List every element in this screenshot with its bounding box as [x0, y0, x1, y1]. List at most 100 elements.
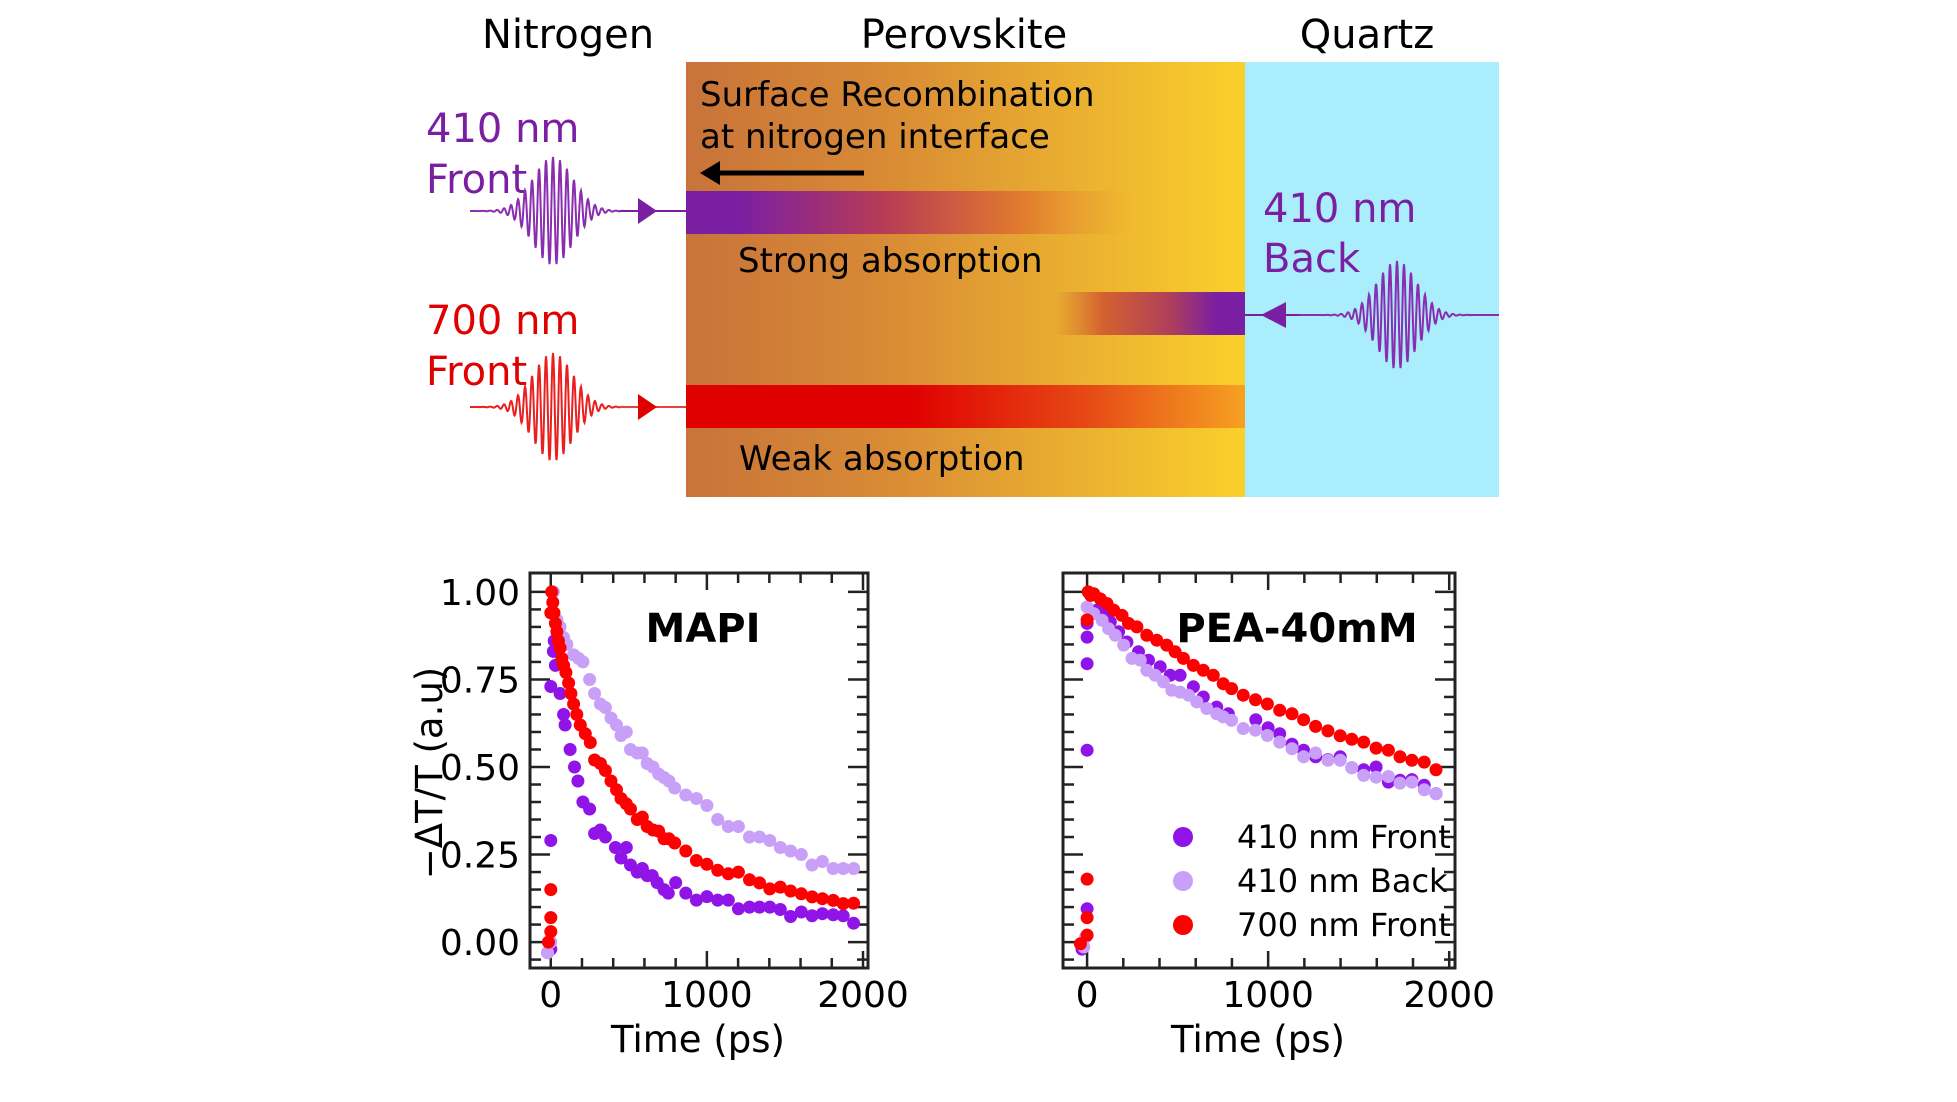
- data-point: [1249, 693, 1262, 707]
- data-point: [562, 676, 576, 690]
- data-point: [588, 687, 602, 700]
- data-point: [1405, 775, 1419, 789]
- x-tick-label: 1000: [1222, 975, 1314, 1016]
- data-point: [836, 862, 850, 875]
- data-point: [598, 830, 612, 844]
- back-410-label-line1: 410 nm: [1263, 186, 1416, 232]
- weak-absorption-label: Weak absorption: [739, 439, 1025, 479]
- data-point: [1225, 713, 1239, 727]
- y-tick-label: 1.00: [440, 573, 520, 614]
- data-point: [784, 884, 798, 898]
- data-point: [1157, 675, 1170, 689]
- arrow-right-icon: [638, 198, 657, 224]
- data-point: [1357, 735, 1371, 749]
- data-point: [1173, 668, 1187, 682]
- legend-marker: [1173, 915, 1193, 935]
- data-point: [711, 863, 725, 877]
- data-point: [568, 760, 581, 774]
- pulse-back-410: [1245, 260, 1499, 369]
- front-700-label-line1: 700 nm: [426, 298, 579, 344]
- data-point: [544, 883, 558, 897]
- front-410-absorption-bar: [686, 191, 1131, 234]
- data-point: [763, 900, 777, 914]
- region-label-quartz: Quartz: [1300, 12, 1434, 58]
- data-point: [1080, 630, 1094, 644]
- data-point: [1080, 743, 1094, 757]
- data-point: [546, 595, 560, 609]
- chart-pea-40mm: Time (ps) 0 1000 2000 PEA-40mM 410 nm Front…: [1061, 571, 1495, 1061]
- strong-absorption-label: Strong absorption: [738, 241, 1043, 281]
- data-point: [1369, 770, 1383, 784]
- data-point: [564, 687, 578, 700]
- data-point: [558, 718, 572, 732]
- data-point: [689, 854, 703, 867]
- pulse-front-700: [470, 352, 686, 461]
- legend-marker: [1173, 827, 1193, 847]
- data-point: [1345, 761, 1359, 775]
- data-point: [1225, 682, 1239, 696]
- y-tick-label: 0.75: [440, 660, 520, 701]
- series-410-nm-front: [541, 634, 861, 960]
- data-point: [679, 788, 693, 802]
- data-point: [1285, 707, 1299, 721]
- plot-frame: [528, 571, 870, 970]
- data-point: [1080, 872, 1094, 886]
- data-point: [1333, 753, 1347, 767]
- data-point: [1417, 755, 1431, 769]
- data-point: [1429, 787, 1443, 801]
- data-point: [1150, 633, 1164, 647]
- chart-title: PEA-40mM: [1176, 606, 1417, 652]
- data-point: [559, 666, 573, 679]
- data-point: [1321, 753, 1335, 767]
- data-point: [614, 851, 628, 865]
- data-point: [700, 890, 714, 904]
- data-point: [1393, 776, 1407, 790]
- data-point: [1321, 724, 1335, 738]
- data-point: [847, 862, 861, 875]
- data-point: [847, 916, 861, 930]
- data-point: [773, 841, 787, 854]
- data-point: [826, 893, 840, 907]
- data-point: [773, 903, 787, 916]
- data-point: [610, 718, 623, 732]
- data-point: [567, 697, 581, 711]
- recombination-label-line1: Surface Recombination: [700, 75, 1095, 115]
- data-point: [1236, 688, 1250, 702]
- data-point: [794, 848, 808, 861]
- data-point: [1369, 760, 1383, 774]
- data-point: [624, 802, 637, 816]
- data-point: [553, 641, 567, 655]
- data-point: [619, 841, 633, 854]
- data-point: [753, 876, 766, 890]
- arrow-left-icon: [1261, 302, 1286, 328]
- data-point: [598, 701, 612, 714]
- data-point: [570, 708, 584, 721]
- front-410-label-line2: Front: [426, 157, 527, 203]
- data-point: [700, 857, 714, 871]
- legend-label: 410 nm Back: [1237, 862, 1448, 900]
- data-point: [1108, 628, 1122, 642]
- data-point: [815, 855, 829, 868]
- data-point: [544, 834, 558, 847]
- data-point: [1080, 928, 1094, 942]
- x-axis-label: Time (ps): [610, 1018, 785, 1061]
- data-point: [721, 867, 735, 881]
- data-point: [753, 830, 766, 844]
- data-point: [826, 862, 840, 875]
- data-point: [1309, 719, 1323, 733]
- data-point: [1190, 695, 1204, 709]
- data-point: [571, 774, 585, 788]
- data-point: [1206, 668, 1220, 682]
- x-tick-label: 0: [539, 975, 562, 1016]
- data-point: [1249, 713, 1263, 727]
- data-point: [1186, 658, 1200, 672]
- data-point: [1381, 770, 1395, 783]
- data-point: [544, 680, 558, 693]
- data-point: [669, 876, 683, 890]
- data-point: [805, 909, 819, 923]
- data-point: [1309, 746, 1323, 760]
- data-point: [1117, 638, 1131, 652]
- data-point: [1381, 743, 1395, 757]
- data-point: [763, 882, 777, 896]
- data-point: [679, 844, 693, 858]
